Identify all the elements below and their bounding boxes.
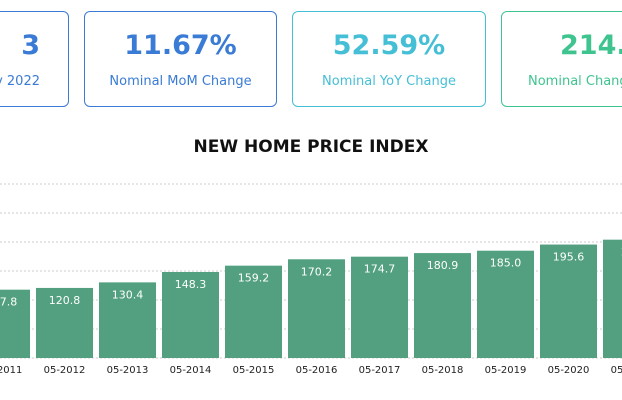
bar bbox=[288, 259, 345, 358]
data-label: 174.7 bbox=[364, 263, 396, 276]
kpi-card: 3 y 2022 bbox=[0, 11, 69, 107]
kpi-label: y 2022 bbox=[0, 74, 40, 89]
bar bbox=[99, 282, 156, 358]
kpi-label: Nominal MoM Change bbox=[109, 74, 252, 89]
x-tick-label: 05-2018 bbox=[422, 365, 464, 376]
x-tick-label: 05-2016 bbox=[296, 365, 338, 376]
bar bbox=[351, 256, 408, 358]
bar bbox=[0, 289, 30, 358]
data-label: 117.8 bbox=[0, 296, 17, 309]
kpi-value: 214. bbox=[560, 30, 622, 61]
data-label: 180.9 bbox=[427, 259, 459, 272]
data-label: 170.2 bbox=[301, 265, 333, 278]
data-label: 159.2 bbox=[238, 272, 270, 285]
x-tick-label: 05-2012 bbox=[44, 365, 86, 376]
x-tick-label: 05-2015 bbox=[233, 365, 275, 376]
bar bbox=[162, 271, 219, 358]
data-label: 195.6 bbox=[553, 251, 585, 264]
data-label: 130.4 bbox=[112, 288, 144, 301]
x-tick-label: 05-2017 bbox=[359, 365, 401, 376]
bar bbox=[414, 253, 471, 358]
kpi-value: 3 bbox=[21, 30, 40, 61]
bar bbox=[603, 239, 622, 358]
data-label: 120.8 bbox=[49, 294, 81, 307]
bar bbox=[540, 244, 597, 358]
bar bbox=[477, 250, 534, 358]
kpi-card: 11.67% Nominal MoM Change bbox=[84, 11, 277, 107]
data-label: 148.3 bbox=[175, 278, 207, 291]
kpi-label: Nominal Chang bbox=[528, 74, 622, 89]
kpi-card: 214. Nominal Chang bbox=[501, 11, 622, 107]
x-tick-label: 05-2014 bbox=[170, 365, 212, 376]
x-tick-label: 05-2019 bbox=[485, 365, 527, 376]
data-label: 185.0 bbox=[490, 257, 522, 270]
bar bbox=[36, 287, 93, 358]
x-tick-label: 05-2011 bbox=[0, 365, 22, 376]
kpi-value: 11.67% bbox=[124, 30, 237, 61]
kpi-card: 52.59% Nominal YoY Change bbox=[292, 11, 486, 107]
x-tick-label: 05-2020 bbox=[548, 365, 590, 376]
chart-title: NEW HOME PRICE INDEX bbox=[194, 137, 429, 157]
kpi-value: 52.59% bbox=[332, 30, 446, 61]
bar bbox=[225, 265, 282, 358]
kpi-label: Nominal YoY Change bbox=[322, 74, 456, 89]
x-tick-label: 05-2021 bbox=[611, 365, 622, 376]
x-tick-label: 05-2013 bbox=[107, 365, 149, 376]
